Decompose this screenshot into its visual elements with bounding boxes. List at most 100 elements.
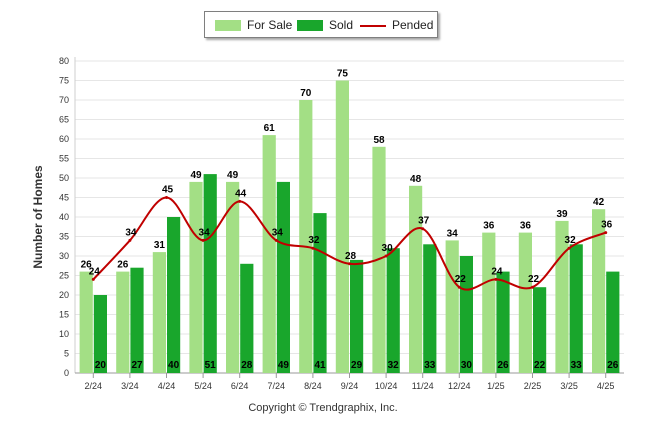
pended-point[interactable]	[384, 254, 388, 258]
bar-sold[interactable]	[459, 256, 473, 373]
data-label-for-sale: 39	[556, 209, 568, 220]
pended-point[interactable]	[128, 238, 132, 242]
legend-item-pended[interactable]: Pended	[360, 18, 433, 32]
data-label-for-sale: 70	[300, 88, 312, 99]
data-label-pended: 24	[491, 266, 503, 277]
bar-sold[interactable]	[569, 244, 583, 373]
data-label-pended: 32	[565, 235, 577, 246]
copyright-footer: Copyright © Trendgraphix, Inc.	[248, 402, 398, 414]
pended-point[interactable]	[494, 277, 498, 281]
y-tick-label: 25	[59, 271, 69, 281]
bar-for-sale[interactable]	[445, 240, 459, 373]
data-label-for-sale: 48	[410, 174, 422, 185]
pended-point[interactable]	[457, 285, 461, 289]
x-tick-label: 5/24	[194, 381, 212, 391]
x-tick-label: 4/24	[158, 381, 176, 391]
bar-for-sale[interactable]	[299, 100, 313, 373]
data-label-for-sale: 31	[154, 240, 166, 251]
x-tick-label: 9/24	[341, 381, 359, 391]
pended-point[interactable]	[165, 196, 168, 199]
pended-point[interactable]	[604, 231, 608, 235]
y-tick-label: 45	[59, 193, 69, 203]
data-label-sold: 30	[461, 360, 473, 371]
data-label-sold: 26	[607, 360, 619, 371]
data-label-for-sale: 61	[264, 123, 276, 134]
y-tick-label: 5	[64, 349, 69, 359]
bar-sold[interactable]	[386, 248, 400, 373]
data-label-pended: 22	[455, 274, 467, 285]
data-label-sold: 22	[534, 360, 546, 371]
bar-sold[interactable]	[350, 259, 364, 373]
bar-sold[interactable]	[423, 244, 437, 373]
bar-sold[interactable]	[276, 181, 290, 373]
x-tick-label: 7/24	[268, 381, 286, 391]
legend-label-for-sale: For Sale	[247, 18, 293, 32]
bar-for-sale[interactable]	[189, 181, 203, 373]
y-tick-label: 55	[59, 154, 69, 164]
axes: 0 5 10 15 20 25 30 35 40 45 50 55 60 65 70 75 80 2/24 3/24…	[59, 56, 624, 391]
y-tick-label: 60	[59, 134, 69, 144]
legend-item-sold[interactable]: Sold	[297, 18, 353, 32]
data-label-sold: 41	[314, 360, 326, 371]
x-tick-label: 12/24	[448, 381, 471, 391]
y-tick-label: 20	[59, 290, 69, 300]
y-tick-label: 0	[64, 368, 69, 378]
legend-label-sold: Sold	[329, 18, 354, 32]
x-tick-label: 3/25	[560, 381, 578, 391]
y-tick-label: 65	[59, 115, 69, 125]
data-label-for-sale: 34	[447, 228, 459, 239]
pended-point[interactable]	[531, 285, 534, 289]
y-tick-label: 40	[59, 212, 69, 222]
data-label-pended: 37	[418, 216, 430, 227]
x-tick-label: 6/24	[231, 381, 249, 391]
y-tick-label: 15	[59, 310, 69, 320]
bars	[79, 80, 620, 374]
bar-for-sale[interactable]	[482, 232, 496, 373]
data-label-sold: 51	[205, 360, 217, 371]
data-label-for-sale: 49	[227, 170, 239, 181]
bar-sold[interactable]	[606, 271, 620, 373]
pended-point[interactable]	[91, 277, 95, 281]
bar-sold[interactable]	[93, 295, 107, 373]
bar-for-sale[interactable]	[335, 80, 349, 374]
x-tick-label: 2/24	[85, 381, 103, 391]
y-tick-label: 80	[59, 56, 69, 66]
pended-point[interactable]	[238, 199, 242, 203]
bar-sold[interactable]	[496, 271, 510, 373]
bar-for-sale[interactable]	[79, 271, 93, 373]
bar-for-sale[interactable]	[226, 181, 240, 373]
data-label-sold: 28	[241, 360, 253, 371]
y-tick-label: 30	[59, 251, 69, 261]
pended-point[interactable]	[348, 262, 351, 266]
bar-sold[interactable]	[167, 217, 181, 373]
legend-swatch-sold	[297, 20, 323, 32]
bar-sold[interactable]	[130, 267, 144, 373]
pended-point[interactable]	[567, 246, 571, 250]
bar-for-sale[interactable]	[409, 185, 423, 373]
pended-point[interactable]	[201, 238, 205, 242]
x-tick-label: 2/25	[524, 381, 542, 391]
bar-for-sale[interactable]	[518, 232, 532, 373]
data-label-for-sale: 75	[337, 69, 349, 80]
data-label-for-sale: 26	[117, 260, 129, 271]
data-label-sold: 33	[571, 360, 583, 371]
data-label-pended: 34	[272, 227, 284, 238]
data-label-for-sale: 49	[190, 170, 202, 181]
bar-for-sale[interactable]	[262, 135, 276, 373]
bar-sold[interactable]	[533, 287, 547, 373]
pended-point[interactable]	[311, 246, 315, 250]
data-label-for-sale: 42	[593, 197, 605, 208]
pended-point[interactable]	[274, 238, 278, 242]
pended-line-layer	[91, 196, 608, 291]
bar-for-sale[interactable]	[592, 209, 606, 373]
data-label-for-sale: 58	[373, 135, 385, 146]
bar-for-sale[interactable]	[152, 252, 166, 373]
bar-for-sale[interactable]	[116, 271, 130, 373]
bar-sold[interactable]	[240, 263, 254, 373]
legend-item-for-sale[interactable]: For Sale	[215, 18, 292, 32]
bar-sold[interactable]	[203, 174, 217, 373]
data-label-pended: 45	[162, 185, 174, 196]
pended-point[interactable]	[421, 227, 425, 231]
x-tick-label: 3/24	[121, 381, 139, 391]
